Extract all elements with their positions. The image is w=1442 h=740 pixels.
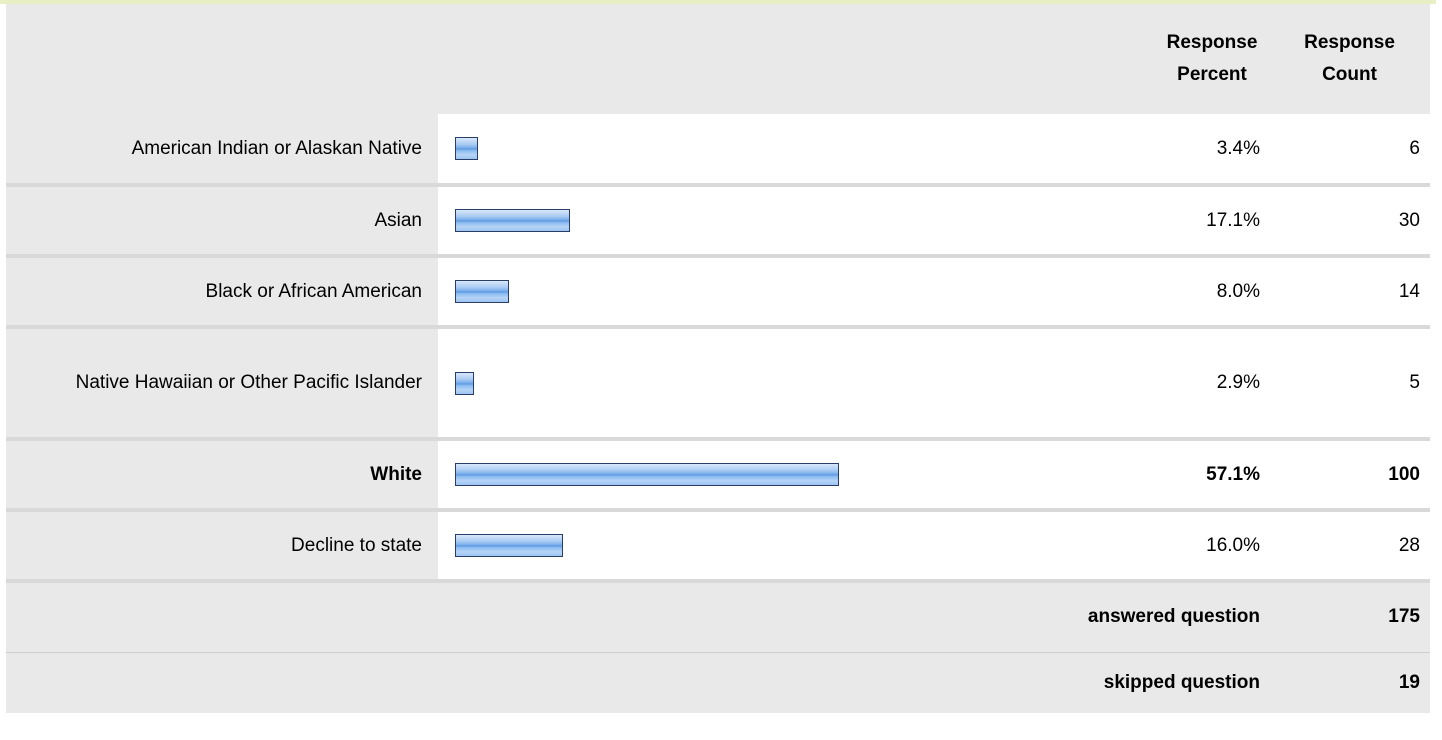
- bar-cell: [438, 327, 1147, 441]
- header-count-line1: Response: [1304, 32, 1395, 53]
- table-row: Black or African American 8.0% 14: [6, 256, 1430, 329]
- bar-cell: [438, 114, 1147, 187]
- table-row: Decline to state 16.0% 28: [6, 510, 1430, 583]
- response-percent: 57.1%: [1147, 439, 1277, 512]
- category-label: Native Hawaiian or Other Pacific Islande…: [6, 327, 438, 441]
- bar-cell: [438, 510, 1147, 583]
- header-response-count: Response Count: [1277, 4, 1430, 114]
- header-percent-line2: Percent: [1177, 64, 1247, 85]
- header-blank-label: [6, 4, 438, 114]
- category-label: Black or African American: [6, 256, 438, 329]
- response-percent: 8.0%: [1147, 256, 1277, 329]
- response-bar: [455, 463, 839, 486]
- response-count: 28: [1277, 510, 1430, 583]
- header-blank-bar: [438, 4, 1147, 114]
- answered-question-row: answered question 175: [6, 581, 1430, 653]
- response-percent: 2.9%: [1147, 327, 1277, 441]
- response-bar: [455, 137, 478, 160]
- table-row: Asian 17.1% 30: [6, 185, 1430, 258]
- response-bar: [455, 209, 570, 232]
- response-summary-table: Response Percent Response Count American…: [6, 4, 1430, 713]
- answered-question-label: answered question: [6, 581, 1277, 653]
- bar-cell: [438, 185, 1147, 258]
- response-count: 5: [1277, 327, 1430, 441]
- response-percent: 17.1%: [1147, 185, 1277, 258]
- bar-cell: [438, 439, 1147, 512]
- table-row: American Indian or Alaskan Native 3.4% 6: [6, 114, 1430, 187]
- header-response-percent: Response Percent: [1147, 4, 1277, 114]
- summary-body: answered question 175 skipped question 1…: [6, 581, 1430, 713]
- response-count: 14: [1277, 256, 1430, 329]
- answered-question-value: 175: [1277, 581, 1430, 653]
- response-count: 100: [1277, 439, 1430, 512]
- category-label: Asian: [6, 185, 438, 258]
- table-row: White 57.1% 100: [6, 439, 1430, 512]
- response-bar: [455, 371, 474, 395]
- response-percent: 3.4%: [1147, 114, 1277, 187]
- response-bar: [455, 534, 563, 557]
- skipped-question-row: skipped question 19: [6, 652, 1430, 713]
- category-label: American Indian or Alaskan Native: [6, 114, 438, 187]
- response-count: 30: [1277, 185, 1430, 258]
- table-body: American Indian or Alaskan Native 3.4% 6 As…: [6, 114, 1430, 583]
- skipped-question-value: 19: [1277, 652, 1430, 713]
- response-count: 6: [1277, 114, 1430, 187]
- header-count-line2: Count: [1322, 64, 1377, 85]
- bar-cell: [438, 256, 1147, 329]
- response-percent: 16.0%: [1147, 510, 1277, 583]
- table-row: Native Hawaiian or Other Pacific Islande…: [6, 327, 1430, 441]
- header-percent-line1: Response: [1166, 32, 1258, 53]
- top-accent-strip: [0, 0, 1436, 4]
- response-bar: [455, 280, 509, 303]
- response-table-container: Response Percent Response Count American…: [6, 4, 1430, 734]
- skipped-question-label: skipped question: [6, 652, 1277, 713]
- table-header-row: Response Percent Response Count: [6, 4, 1430, 114]
- category-label: White: [6, 439, 438, 512]
- category-label: Decline to state: [6, 510, 438, 583]
